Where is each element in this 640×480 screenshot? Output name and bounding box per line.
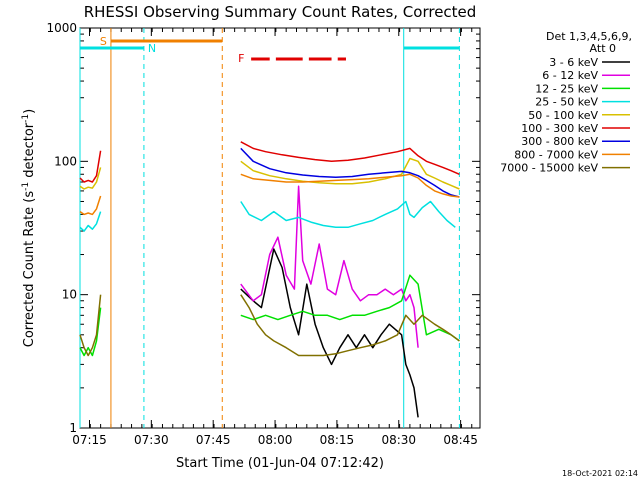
x-tick-label: 08:00 bbox=[258, 433, 293, 447]
series-group bbox=[79, 141, 460, 418]
y-tick-label: 1 bbox=[69, 421, 77, 435]
series-line-800-7000keV bbox=[240, 173, 460, 198]
x-tick-label: 08:30 bbox=[381, 433, 416, 447]
legend-header-attenuator: Att 0 bbox=[590, 42, 616, 55]
x-axis-label: Start Time (01-Jun-04 07:12:42) bbox=[176, 456, 384, 471]
series-line-25-50keV bbox=[79, 211, 102, 232]
series-line-50-100keV bbox=[240, 157, 460, 190]
series-line-3-6keV bbox=[240, 248, 419, 418]
x-tick-label: 08:45 bbox=[443, 433, 478, 447]
series-line-100-300keV bbox=[240, 141, 460, 175]
legend-label: 12 - 25 keV bbox=[535, 82, 598, 95]
legend-label: 100 - 300 keV bbox=[521, 122, 598, 135]
plot-frame bbox=[79, 27, 481, 429]
night-flag-label: N bbox=[148, 42, 156, 55]
y-axis-label-sup1: -1 bbox=[21, 182, 31, 191]
series-line-50-100keV bbox=[79, 167, 102, 190]
series-line-7000-15000keV bbox=[79, 294, 102, 357]
legend-header-detectors: Det 1,3,4,5,6,9, bbox=[546, 30, 632, 43]
observing-flags: S N F bbox=[79, 28, 460, 428]
legend-label: 800 - 7000 keV bbox=[514, 148, 598, 161]
y-axis-label-mid: detector bbox=[22, 122, 37, 182]
y-axis-label-main: Corrected Count Rate (s bbox=[22, 191, 37, 348]
legend-label: 50 - 100 keV bbox=[528, 109, 598, 122]
legend-label: 6 - 12 keV bbox=[542, 69, 598, 82]
legend-label: 25 - 50 keV bbox=[535, 96, 598, 109]
y-axis-label-end: ) bbox=[22, 109, 37, 114]
y-tick-label: 100 bbox=[54, 154, 77, 168]
series-line-12-25keV bbox=[240, 274, 460, 342]
series-line-25-50keV bbox=[240, 200, 456, 229]
y-axis-label-sup2: -1 bbox=[21, 114, 31, 123]
x-tick-label: 08:15 bbox=[320, 433, 355, 447]
series-line-800-7000keV bbox=[79, 195, 102, 216]
saa-flag-label: S bbox=[100, 35, 107, 48]
series-line-6-12keV bbox=[240, 185, 419, 348]
y-tick-label: 10 bbox=[62, 288, 77, 302]
y-axis-label: Corrected Count Rate (s-1 detector-1) bbox=[21, 109, 37, 347]
flare-flag-label: F bbox=[238, 52, 244, 65]
series-line-100-300keV bbox=[79, 150, 102, 183]
x-tick-label: 07:30 bbox=[134, 433, 169, 447]
legend-label: 300 - 800 keV bbox=[521, 135, 598, 148]
legend-label: 7000 - 15000 keV bbox=[500, 162, 598, 175]
legend-label: 3 - 6 keV bbox=[549, 56, 598, 69]
series-line-300-800keV bbox=[240, 147, 460, 198]
y-tick-label: 1000 bbox=[46, 21, 77, 35]
chart-title: RHESSI Observing Summary Count Rates, Co… bbox=[84, 3, 477, 21]
timestamp-footer: 18-Oct-2021 02:14 bbox=[562, 469, 638, 478]
series-line-7000-15000keV bbox=[240, 294, 460, 357]
axis-ticks: 1 10 100 1000 07:15 07:30 07:45 08:00 08:15 08:30… bbox=[46, 21, 480, 447]
x-tick-label: 07:45 bbox=[196, 433, 231, 447]
x-tick-label: 07:15 bbox=[72, 433, 107, 447]
